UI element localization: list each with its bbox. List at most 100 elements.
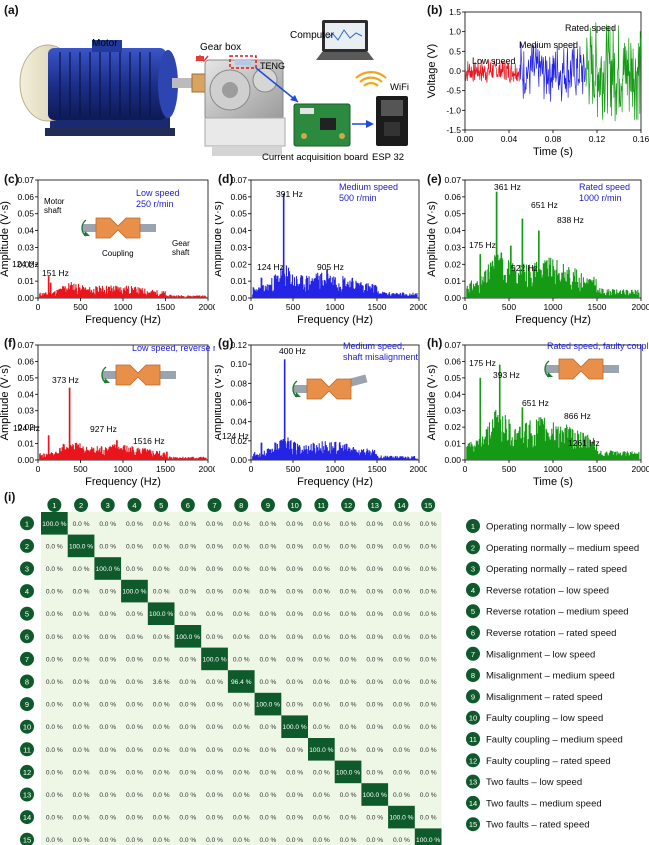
matrix-cell-value: 0.0 % — [366, 543, 383, 550]
matrix-cell-value: 100.0 % — [309, 747, 333, 754]
matrix-col-label: 3 — [100, 498, 115, 512]
svg-text:4: 4 — [132, 501, 136, 510]
svg-text:Two faults – medium speed: Two faults – medium speed — [486, 798, 602, 809]
matrix-cell-value: 0.0 % — [99, 679, 116, 686]
chart-b-series-label-1: Medium speed — [519, 40, 578, 50]
matrix-cell-value: 0.0 % — [233, 724, 250, 731]
chart-b-ytick-label: -1.0 — [446, 105, 461, 115]
chart-b-xtick-label: 0.04 — [501, 134, 518, 144]
chart-b-ytick-label: -1.5 — [446, 125, 461, 135]
matrix-cell-value: 0.0 % — [366, 815, 383, 822]
matrix-cell-value: 100.0 % — [176, 634, 200, 641]
chart-d-xtick-label: 1000 — [326, 302, 345, 312]
chart-e-ytick-label: 0.06 — [444, 192, 461, 202]
svg-text:15: 15 — [424, 501, 432, 510]
panel-label-d: (d) — [218, 172, 234, 186]
panel-label-f: (f) — [4, 336, 16, 350]
matrix-legend-item: 9 Misalignment – rated speed — [466, 689, 603, 704]
matrix-cell-value: 0.0 % — [153, 543, 170, 550]
chart-c-ytick-label: 0.02 — [17, 259, 34, 269]
matrix-cell-value: 0.0 % — [313, 543, 330, 550]
chart-f-peak-label: 124 Hz — [13, 423, 40, 433]
svg-text:Two faults – rated speed: Two faults – rated speed — [486, 820, 590, 831]
matrix-cell-value: 0.0 % — [46, 611, 63, 618]
svg-text:5: 5 — [25, 610, 29, 619]
motor-graphic — [19, 40, 194, 136]
matrix-cell-value: 0.0 % — [420, 747, 437, 754]
chart-d-peak-label: 124 Hz — [257, 262, 284, 272]
matrix-cell-value: 0.0 % — [420, 634, 437, 641]
label-board: Current acquisition board — [262, 152, 368, 163]
chart-c: 0 500 1000 1500 2000 0.07 0.06 0.05 0.04 0.03 0.02… — [0, 175, 215, 326]
chart-f-xtick-label: 1500 — [156, 464, 175, 474]
matrix-cell-value: 0.0 % — [206, 566, 223, 573]
chart-h-peak-label: 175 Hz — [469, 358, 496, 368]
matrix-cell-value: 0.0 % — [340, 634, 357, 641]
matrix-cell-value: 0.0 % — [393, 747, 410, 754]
matrix-cell-value: 100.0 % — [416, 837, 440, 844]
matrix-cell-value: 0.0 % — [233, 543, 250, 550]
matrix-cell-value: 0.0 % — [126, 611, 143, 618]
matrix-cell-value: 0.0 % — [420, 543, 437, 550]
chart-b-series-label-2: Rated speed — [565, 23, 616, 33]
matrix-cell-value: 0.0 % — [260, 566, 277, 573]
matrix-cell-value: 0.0 % — [393, 724, 410, 731]
matrix-row-label: 3 — [20, 561, 34, 576]
label-esp: ESP 32 — [372, 152, 404, 163]
svg-text:8: 8 — [471, 671, 475, 680]
matrix-cell-value: 0.0 % — [46, 566, 63, 573]
chart-b-xlabel: Time (s) — [533, 146, 573, 158]
chart-c-xtick-label: 500 — [73, 302, 87, 312]
chart-e: 0 500 1000 1500 2000 0.07 0.06 0.05 0.04 0.03 0.02… — [426, 175, 649, 326]
matrix-row-label: 2 — [20, 538, 34, 553]
matrix-col-label: 4 — [127, 498, 142, 512]
matrix-cell-value: 0.0 % — [366, 679, 383, 686]
chart-c-spectrum — [39, 276, 207, 298]
matrix-cell-value: 0.0 % — [126, 792, 143, 799]
matrix-cell-value: 0.0 % — [179, 656, 196, 663]
matrix-cell-value: 0.0 % — [340, 521, 357, 528]
chart-c-xlabel: Frequency (Hz) — [85, 314, 161, 326]
matrix-legend-item: 1 Operating normally – low speed — [466, 519, 620, 533]
matrix-cell-value: 0.0 % — [420, 792, 437, 799]
svg-text:8: 8 — [239, 501, 243, 510]
chart-h-peak-label: 866 Hz — [564, 411, 591, 421]
matrix-cell-value: 0.0 % — [420, 521, 437, 528]
chart-g-title: Medium speed, shaft misalignment — [343, 341, 419, 362]
chart-c-coupling-label: Coupling — [102, 249, 134, 258]
matrix-cell-value: 0.0 % — [260, 747, 277, 754]
chart-c-peak-label: 151 Hz — [42, 268, 69, 278]
matrix-cell-value: 0.0 % — [153, 656, 170, 663]
wifi-icon — [355, 71, 387, 87]
chart-f-xtick-label: 2000 — [199, 464, 215, 474]
matrix-cell-value: 0.0 % — [340, 837, 357, 844]
matrix-cell-value: 0.0 % — [179, 747, 196, 754]
chart-g-xtick-label: 0 — [249, 464, 254, 474]
matrix-cell-value: 0.0 % — [260, 543, 277, 550]
matrix-cell-value: 0.0 % — [99, 521, 116, 528]
matrix-cell-value: 0.0 % — [179, 543, 196, 550]
svg-text:Faulty coupling – low speed: Faulty coupling – low speed — [486, 713, 603, 724]
matrix-cell-value: 0.0 % — [126, 566, 143, 573]
matrix-cell-value: 0.0 % — [126, 837, 143, 844]
matrix-cell-value: 0.0 % — [420, 769, 437, 776]
svg-text:1: 1 — [52, 501, 56, 510]
chart-d-ytick-label: 0.04 — [230, 226, 247, 236]
matrix-row-label: 8 — [20, 674, 34, 689]
matrix-cell-value: 0.0 % — [46, 769, 63, 776]
chart-d: 0 500 1000 1500 2000 0.07 0.06 0.05 0.04 0.03 0.02… — [215, 175, 427, 326]
svg-text:5: 5 — [159, 501, 163, 510]
chart-b-series-1 — [519, 42, 587, 102]
matrix-legend-item: 11 Faulty coupling – medium speed — [466, 732, 623, 746]
matrix-cell-value: 0.0 % — [260, 792, 277, 799]
matrix-cell-value: 0.0 % — [393, 792, 410, 799]
chart-b-ytick-label: 0.5 — [449, 46, 461, 56]
matrix-cell-value: 0.0 % — [340, 566, 357, 573]
matrix-cell-value: 0.0 % — [313, 589, 330, 596]
matrix-cell-value: 0.0 % — [233, 792, 250, 799]
matrix-cell-value: 0.0 % — [286, 702, 303, 709]
chart-e-spectrum — [466, 191, 640, 298]
matrix-cell-value: 0.0 % — [73, 634, 90, 641]
matrix-cell-value: 0.0 % — [99, 634, 116, 641]
matrix-cell-value: 0.0 % — [393, 611, 410, 618]
